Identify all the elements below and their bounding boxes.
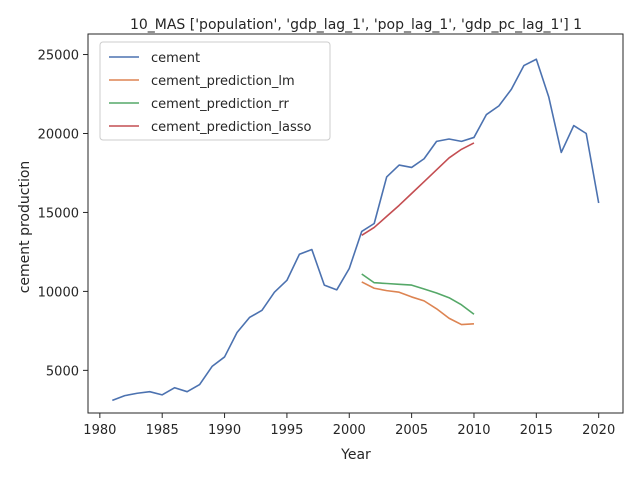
x-tick-label: 1985 <box>146 423 179 438</box>
legend-label: cement <box>151 51 200 66</box>
series-line-cement_prediction_lasso <box>361 142 475 237</box>
plot-frame <box>87 33 624 414</box>
x-tick-label: 2010 <box>457 423 490 438</box>
series-line-cement_prediction_rr <box>361 273 475 315</box>
x-tick-label: 2005 <box>395 423 428 438</box>
y-tick-label: 15000 <box>38 206 79 221</box>
legend-box <box>99 41 331 141</box>
y-tick-label: 25000 <box>38 49 79 64</box>
series-line-cement <box>112 58 600 402</box>
x-tick-label: 2015 <box>520 423 553 438</box>
x-axis-ticks: 1980 1985 1990 1995 2000 2005 2010 2015 2020 <box>83 413 615 438</box>
y-axis-ticks: 5000 10000 15000 20000 25000 <box>38 49 88 379</box>
y-tick-label: 10000 <box>38 285 79 300</box>
x-axis-label: Year <box>340 447 371 463</box>
y-axis-label: cement production <box>17 161 33 294</box>
legend-label: cement_prediction_rr <box>151 97 289 112</box>
x-tick-label: 2020 <box>582 423 615 438</box>
y-tick-label: 5000 <box>46 364 79 379</box>
y-tick-label: 20000 <box>38 127 79 142</box>
x-tick-label: 2000 <box>333 423 366 438</box>
x-tick-label: 1980 <box>83 423 116 438</box>
plot-area <box>112 58 600 402</box>
series-line-cement_prediction_lm <box>361 281 475 326</box>
legend-label: cement_prediction_lasso <box>151 120 311 135</box>
x-tick-label: 1990 <box>208 423 241 438</box>
x-tick-label: 1995 <box>270 423 303 438</box>
legend: cement cement_prediction_lm cement_predict… <box>99 41 331 141</box>
chart-title: 10_MAS ['population', 'gdp_lag_1', 'pop_… <box>130 17 582 33</box>
legend-label: cement_prediction_lm <box>151 74 295 89</box>
